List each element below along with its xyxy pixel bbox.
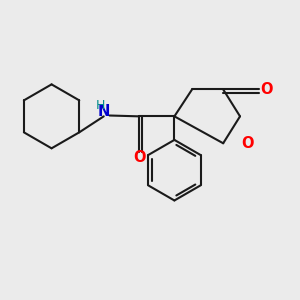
Text: N: N bbox=[98, 104, 110, 119]
Text: O: O bbox=[241, 136, 254, 151]
Text: O: O bbox=[260, 82, 272, 97]
Text: O: O bbox=[133, 150, 145, 165]
Text: H: H bbox=[96, 99, 105, 112]
